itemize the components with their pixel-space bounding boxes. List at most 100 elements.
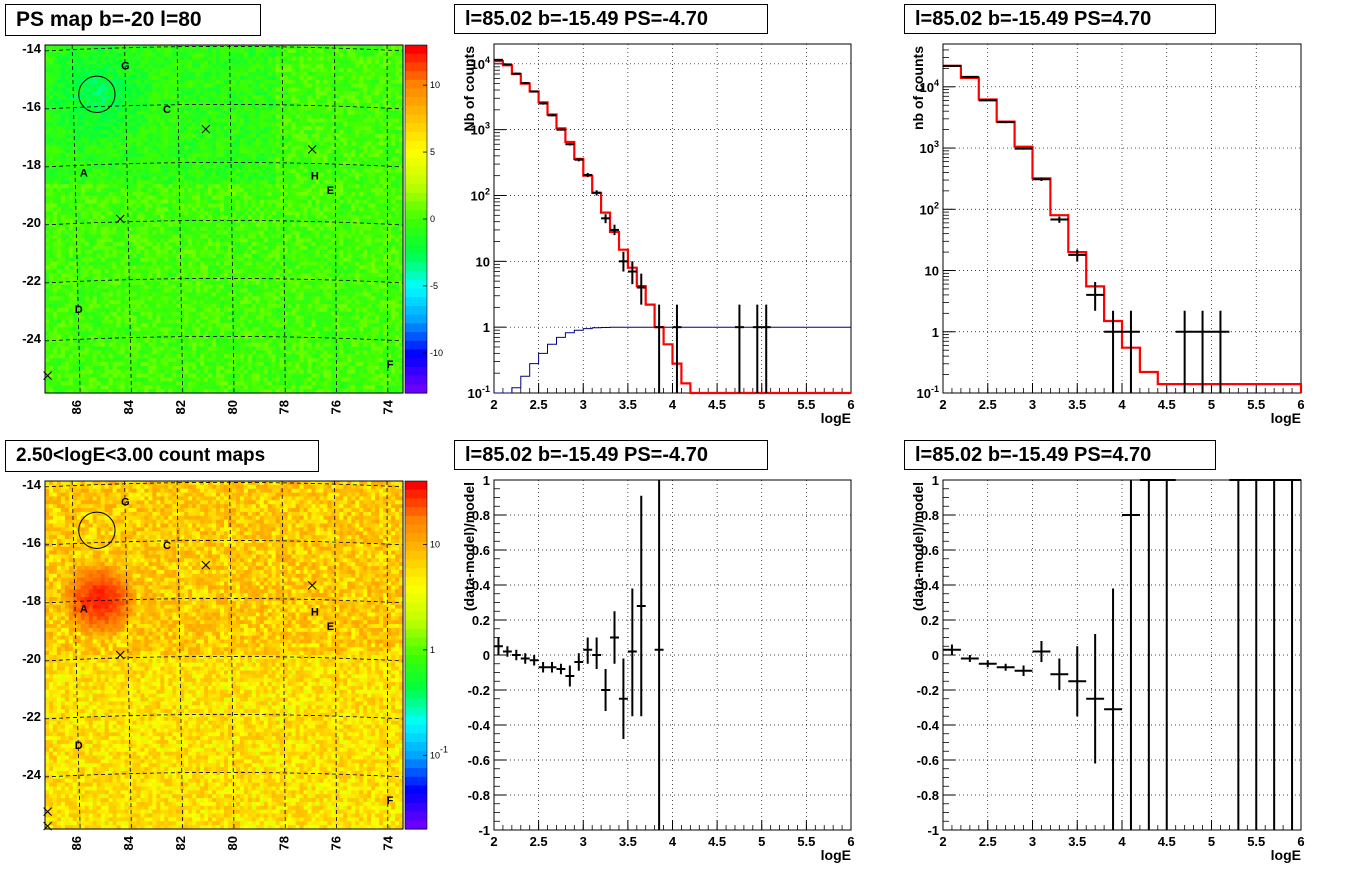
colorbar-step <box>405 620 427 629</box>
x-axis-label: logE <box>1271 410 1301 426</box>
colorbar-step <box>405 646 427 655</box>
colorbar-tick-label: 1 <box>430 645 435 655</box>
colorbar-step <box>405 193 427 202</box>
colorbar-step <box>405 542 427 551</box>
map-x-tick-label: 80 <box>225 400 240 414</box>
map-x-tick-label: 82 <box>173 400 188 414</box>
plot-grid <box>494 44 851 393</box>
x-tick-label: 4 <box>1118 834 1126 849</box>
y-tick-label: -0.4 <box>468 718 491 733</box>
y-tick-label: 0.2 <box>921 613 939 628</box>
data-point <box>1122 311 1140 393</box>
map-grid-line <box>45 482 403 487</box>
colorbar-step <box>405 803 427 812</box>
source-label: C <box>163 540 171 552</box>
y-tick-label: 10-1 <box>468 384 490 401</box>
data-point <box>494 59 503 60</box>
colorbar-step <box>405 707 427 716</box>
data-point <box>1122 480 1140 830</box>
data-point <box>512 650 521 661</box>
y-tick-label: 0.6 <box>921 543 939 558</box>
map-grid-line <box>72 481 80 829</box>
colorbar-step <box>405 271 427 280</box>
map-grid-line <box>72 45 80 393</box>
y-tick-label: -0.8 <box>917 788 939 803</box>
colorbar-step <box>405 577 427 586</box>
source-label: H <box>311 171 319 183</box>
source-cross <box>308 145 316 153</box>
x-tick-label: 4 <box>1118 397 1126 412</box>
colorbar-step <box>405 184 427 193</box>
data-point <box>1050 217 1068 223</box>
data-point <box>521 82 530 84</box>
data-point <box>1194 311 1212 393</box>
source-cross <box>116 215 124 223</box>
x-tick-label: 2 <box>939 834 946 849</box>
colorbar-step <box>405 533 427 542</box>
data-point <box>1015 666 1033 677</box>
map-y-tick-label: -16 <box>22 535 41 550</box>
map-y-tick-label: -24 <box>22 767 42 782</box>
data-point <box>628 261 637 284</box>
source-label: F <box>387 795 394 807</box>
data-point <box>1068 250 1086 262</box>
colorbar-step <box>405 699 427 708</box>
data-point <box>1086 282 1104 311</box>
map-y-tick-label: -24 <box>22 331 42 346</box>
map-grid-line <box>177 481 183 829</box>
data-point <box>565 666 574 687</box>
heatmap-cells <box>45 481 404 830</box>
x-tick-label: 3.5 <box>619 834 637 849</box>
colorbar-step <box>405 62 427 71</box>
plot-frame <box>943 44 1301 393</box>
x-tick-label: 5 <box>1208 397 1215 412</box>
data-point <box>1229 480 1247 830</box>
data-point <box>556 664 565 675</box>
map-y-tick-label: -20 <box>22 651 41 666</box>
source-label: H <box>311 607 319 619</box>
map-y-tick-label: -20 <box>22 215 41 230</box>
colorbar-step <box>405 725 427 734</box>
data-point <box>628 589 637 717</box>
data-point <box>610 225 619 235</box>
data-point <box>503 646 512 657</box>
data-point <box>1212 311 1230 393</box>
map-grid-line <box>45 104 403 109</box>
y-tick-label: -0.6 <box>917 753 939 768</box>
map-grid-line <box>45 656 403 661</box>
x-tick-label: 3.5 <box>1068 397 1086 412</box>
colorbar-step <box>405 585 427 594</box>
colorbar-step <box>405 516 427 525</box>
data-point <box>556 129 565 131</box>
colorbar-step <box>405 45 427 54</box>
chart-title-residual-neg: l=85.02 b=-15.49 PS=-4.70 <box>454 440 768 470</box>
colorbar-step <box>405 759 427 768</box>
data-point <box>979 100 997 101</box>
y-tick-label: -1 <box>478 823 490 838</box>
map-grid-line <box>45 540 403 545</box>
source-label: E <box>327 185 334 197</box>
colorbar-tick-label: -10 <box>430 348 443 358</box>
colorbar-tick-label: -5 <box>430 281 438 291</box>
colorbar-step <box>405 123 427 132</box>
map-grid-line <box>45 162 403 167</box>
data-points <box>943 65 1229 393</box>
data-point <box>961 655 979 662</box>
source-cross <box>308 581 316 589</box>
y-tick-label: 10-1 <box>917 384 939 401</box>
map-grid-line <box>45 772 403 777</box>
source-label: A <box>80 604 88 616</box>
colorbar-tick-label: 0 <box>430 214 435 224</box>
data-point <box>1033 178 1051 181</box>
colorbar-tick-label: 10 <box>430 80 440 90</box>
map-frame <box>45 45 403 393</box>
data-point <box>637 274 646 305</box>
map-grid-line <box>177 45 183 393</box>
colorbar-step <box>405 254 427 263</box>
data-points <box>494 480 664 830</box>
colorbar-step <box>405 716 427 725</box>
map-grid-line <box>125 45 132 393</box>
map-grid-line <box>335 481 337 829</box>
map-x-tick-label: 74 <box>380 399 395 414</box>
